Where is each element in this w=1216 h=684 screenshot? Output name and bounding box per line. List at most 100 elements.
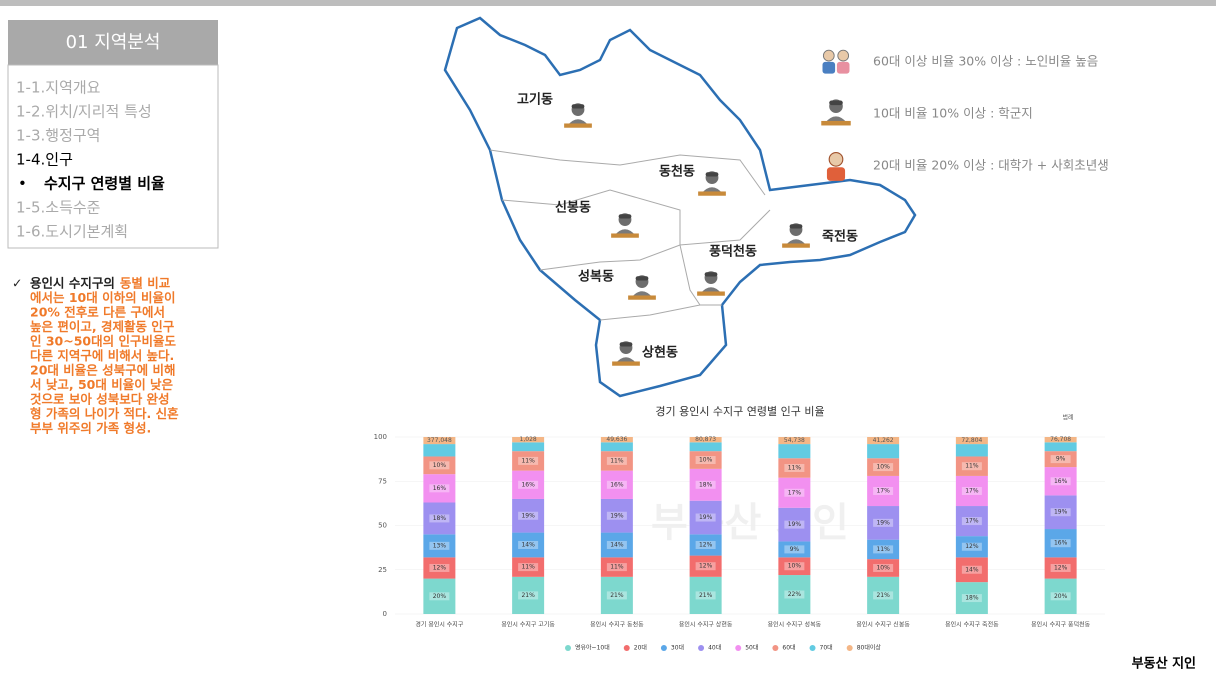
- nav-item: 1-4.인구: [16, 151, 73, 169]
- bar-segment: [512, 576, 545, 614]
- legend-label: 영유아~10대: [575, 644, 610, 652]
- value-label: 11%: [965, 463, 979, 470]
- bar-segment: [955, 437, 988, 445]
- nav-box: [7, 64, 219, 249]
- x-tick-label: 용인시 수지구 성복동: [768, 621, 822, 629]
- bar-segment: [1044, 442, 1077, 452]
- value-label: 16%: [1054, 540, 1068, 547]
- bar-segment: [600, 470, 633, 499]
- value-label: 16%: [1054, 478, 1068, 485]
- bar-segment: [867, 576, 900, 614]
- legend-swatch: [698, 645, 705, 651]
- bar-segment: [867, 458, 900, 476]
- nav-header: [8, 20, 218, 65]
- value-label-bg: [784, 545, 805, 554]
- bar-segment: [867, 539, 900, 560]
- value-label: 10%: [699, 457, 713, 464]
- summary-line: 인 30~50대의 인구비율도: [30, 334, 176, 349]
- value-label: 12%: [433, 564, 447, 571]
- bar-segment: [600, 557, 633, 577]
- value-label: 12%: [699, 541, 713, 548]
- value-label: 19%: [610, 512, 624, 519]
- value-label: 12%: [1054, 564, 1068, 571]
- value-label-bg: [518, 511, 539, 520]
- value-label: 10%: [876, 464, 890, 471]
- value-label: 9%: [1056, 456, 1066, 463]
- bar-top-label: 41,262: [873, 437, 894, 444]
- district-label: 상현동: [642, 345, 678, 361]
- value-label: 17%: [876, 487, 890, 494]
- legend-icon: [821, 99, 851, 126]
- y-tick-label: 50: [378, 522, 387, 530]
- bar-segment: [778, 477, 811, 508]
- district-label: 풍덕천동: [709, 244, 757, 260]
- bar-top-label: 377,048: [427, 437, 452, 444]
- y-tick-label: 25: [378, 566, 387, 574]
- bar-segment: [778, 541, 811, 558]
- bar-segment: [778, 507, 811, 542]
- bar-segment: [955, 475, 988, 507]
- bar-segment: [778, 575, 811, 614]
- value-label-bg: [1050, 455, 1071, 464]
- summary-line: 20대 비율은 성북구에 비해: [30, 363, 175, 378]
- legend-label: 80대이상: [857, 644, 882, 652]
- legend-label: 70대: [820, 644, 833, 652]
- x-tick-label: 경기 용인시 수지구: [415, 621, 463, 629]
- value-label-bg: [961, 462, 982, 471]
- value-label: 11%: [788, 464, 802, 471]
- bar-top-label: 72,804: [961, 437, 982, 444]
- value-label-bg: [784, 520, 805, 529]
- bar-segment: [600, 442, 633, 452]
- bar-top-label: 1,028: [520, 436, 537, 443]
- value-label: 11%: [610, 564, 624, 571]
- district-label: 고기동: [517, 93, 553, 108]
- bar-segment: [600, 532, 633, 558]
- value-label-bg: [1050, 477, 1071, 486]
- value-label-bg: [518, 563, 539, 572]
- bar-segment: [600, 498, 633, 533]
- legend-label: 30대: [671, 644, 684, 652]
- value-label-bg: [1050, 563, 1071, 572]
- district-label: 신봉동: [555, 201, 591, 216]
- bar-segment: [689, 468, 722, 501]
- y-tick-label: 0: [383, 610, 387, 618]
- nav-title: 01 지역분석: [66, 32, 161, 53]
- summary-line: 동별 비교: [120, 276, 171, 291]
- summary-prefix: 용인시 수지구의: [30, 276, 115, 291]
- bar-segment: [778, 437, 811, 445]
- summary-line: 20% 전후로 다른 구에서: [30, 305, 165, 320]
- value-label-bg: [606, 591, 627, 600]
- value-label-bg: [429, 484, 450, 493]
- value-label-bg: [695, 513, 716, 522]
- value-label: 9%: [790, 546, 800, 553]
- value-label: 11%: [521, 564, 535, 571]
- bar-segment: [867, 444, 900, 459]
- value-label-bg: [1050, 539, 1071, 548]
- value-label-bg: [518, 480, 539, 489]
- value-label: 19%: [1054, 509, 1068, 516]
- nav-item: 1-6.도시기본계획: [16, 223, 128, 241]
- value-label: 19%: [699, 514, 713, 521]
- legend-swatch: [809, 645, 816, 651]
- value-label-bg: [695, 540, 716, 549]
- value-label: 14%: [521, 541, 535, 548]
- legend-text: 10대 비율 10% 이상 : 학군지: [873, 106, 1033, 121]
- legend-swatch: [735, 645, 742, 651]
- value-label: 12%: [699, 563, 713, 570]
- nav-item: 1-3.행정구역: [16, 127, 100, 145]
- value-label-bg: [1050, 508, 1071, 517]
- value-label: 20%: [433, 593, 447, 600]
- value-label-bg: [873, 463, 894, 472]
- y-tick-label: 100: [374, 433, 387, 441]
- y-tick-label: 75: [378, 477, 387, 485]
- legend-swatch: [565, 645, 571, 651]
- legend-label: 60대: [782, 644, 795, 652]
- value-label: 14%: [965, 566, 979, 573]
- bar-segment: [689, 442, 722, 452]
- bar-segment: [423, 456, 456, 475]
- check: ✓: [12, 276, 22, 291]
- bar-segment: [867, 559, 900, 577]
- bar-segment: [867, 475, 900, 507]
- x-tick-label: 용인시 수지구 상현동: [679, 621, 733, 629]
